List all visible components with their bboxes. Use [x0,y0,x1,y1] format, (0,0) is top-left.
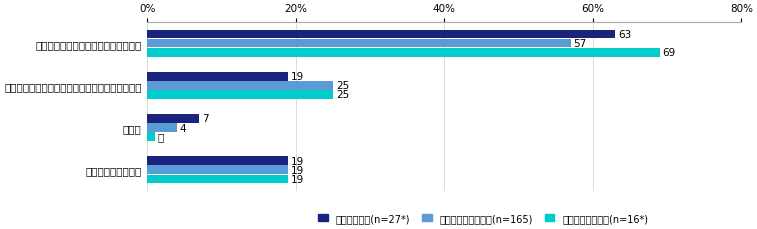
Bar [147,157,288,165]
Text: 63: 63 [618,30,631,40]
Bar [147,175,288,183]
Bar [147,40,571,48]
Bar [147,73,288,81]
Text: 69: 69 [662,48,676,58]
Legend: 殺人・傷害等(n=27*), 交通事故による被害(n=165), 性犯罪による被害(n=16*): 殺人・傷害等(n=27*), 交通事故による被害(n=165), 性犯罪による被… [319,213,648,223]
Bar [147,166,288,174]
Text: 7: 7 [202,114,209,124]
Text: ・: ・ [157,132,164,142]
Text: 25: 25 [336,81,349,91]
Text: 4: 4 [180,123,186,133]
Bar [147,133,154,141]
Bar [147,49,659,57]
Text: 19: 19 [291,72,304,82]
Bar [147,31,615,39]
Bar [147,115,199,123]
Bar [147,91,333,99]
Text: 19: 19 [291,174,304,184]
Text: 25: 25 [336,90,349,100]
Bar [147,82,333,90]
Text: 57: 57 [574,39,587,49]
Text: 19: 19 [291,156,304,166]
Text: 19: 19 [291,165,304,175]
Bar [147,124,177,132]
